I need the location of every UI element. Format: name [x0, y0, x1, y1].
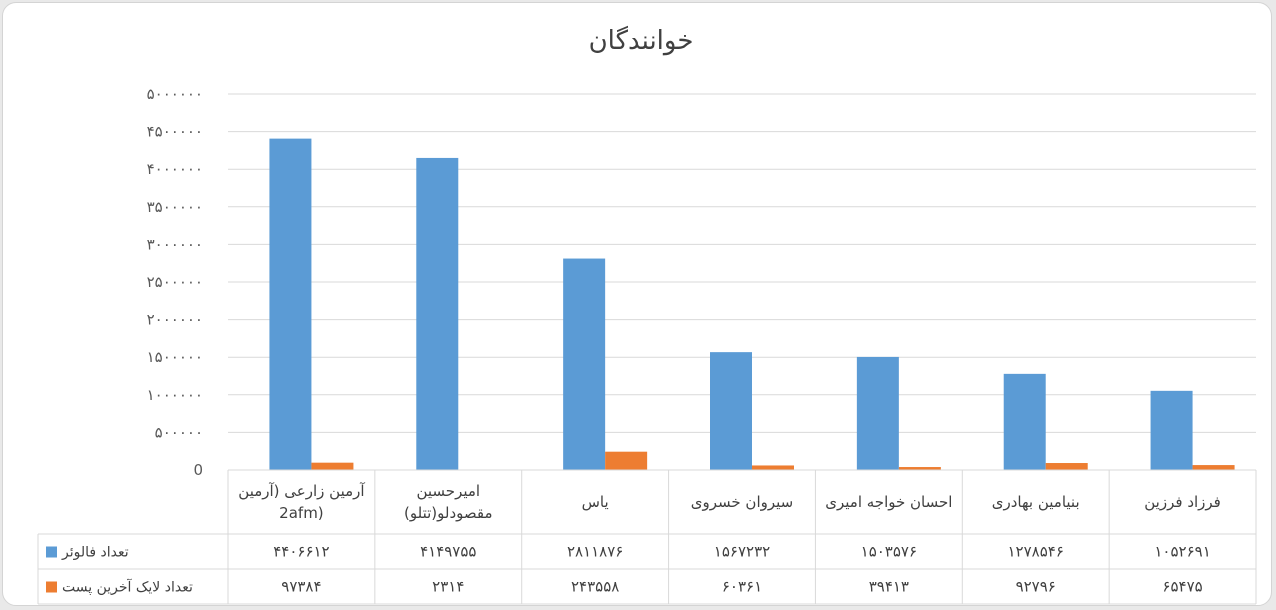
- category-label: احسان خواجه امیری: [825, 493, 952, 511]
- category-label: بنیامین بهادری: [992, 493, 1080, 511]
- data-table-value: ۴۱۴۹۷۵۵: [420, 543, 476, 561]
- data-table-value: ۲۴۳۵۵۸: [571, 578, 619, 596]
- category-label: فرزاد فرزین: [1144, 493, 1221, 511]
- y-tick-label: ۴۵۰۰۰۰۰: [147, 123, 203, 141]
- data-table-value: ۴۴۰۶۶۱۲: [273, 543, 329, 561]
- category-label: آرمین زارعی (آرمین: [238, 482, 365, 500]
- y-tick-label: ۵۰۰۰۰۰۰: [147, 85, 203, 103]
- chart-svg: خوانندگان 0 ۵۰۰۰۰۰ ۱۰۰۰۰۰۰ ۱۵۰۰۰۰۰ ۲۰۰۰۰۰۰ ۲۵…: [37, 25, 1257, 605]
- y-tick-label: ۲۰۰۰۰۰۰: [147, 311, 203, 329]
- legend-swatch: [46, 546, 57, 558]
- y-axis-ticks: 0 ۵۰۰۰۰۰ ۱۰۰۰۰۰۰ ۱۵۰۰۰۰۰ ۲۰۰۰۰۰۰ ۲۵۰۰۰۰۰ ۳۰۰۰۰…: [147, 85, 203, 479]
- legend-swatch: [46, 581, 57, 593]
- bar: [856, 356, 899, 470]
- bars: [269, 138, 1235, 471]
- y-tick-label: ۱۵۰۰۰۰۰: [147, 348, 203, 366]
- data-table-value: ۶۵۴۷۵: [1162, 578, 1202, 596]
- bar: [710, 352, 752, 470]
- category-label: سیروان خسروی: [691, 493, 793, 511]
- data-table-value: ۶۰۳۶۱: [722, 578, 762, 596]
- gridlines: [228, 93, 1256, 433]
- bar: [605, 451, 648, 470]
- bar: [563, 258, 606, 470]
- bar: [1045, 463, 1088, 470]
- data-table: آرمین زارعی (آرمین 2afm) امیرحسین مقصودلو(ت…: [37, 469, 1257, 605]
- y-tick-label: ۵۰۰۰۰۰: [155, 423, 203, 441]
- data-table-value: ۲۸۱۱۸۷۶: [567, 543, 623, 561]
- bar: [752, 465, 794, 470]
- data-table-value: ۲۳۱۴: [432, 578, 464, 596]
- y-tick-label: 0: [193, 461, 203, 479]
- bar: [269, 138, 312, 470]
- data-table-value: ۳۹۴۱۳: [869, 578, 909, 596]
- data-table-value: ۱۵۶۷۲۳۲: [714, 543, 770, 561]
- bar: [898, 467, 941, 470]
- category-label: 2afm): [279, 504, 323, 522]
- y-tick-label: ۱۰۰۰۰۰۰: [147, 386, 203, 404]
- chart-title: خوانندگان: [589, 25, 694, 56]
- data-table-value: ۱۵۰۳۵۷۶: [861, 543, 917, 561]
- bar: [311, 462, 354, 470]
- bar: [416, 157, 459, 471]
- y-tick-label: ۳۰۰۰۰۰۰: [147, 235, 203, 253]
- category-label: یاس: [582, 493, 609, 511]
- data-table-value: ۹۷۳۸۴: [281, 578, 321, 596]
- data-table-value: ۱۰۵۲۶۹۱: [1154, 543, 1210, 561]
- data-table-value: ۱۲۷۸۵۴۶: [1008, 543, 1064, 561]
- y-tick-label: ۲۵۰۰۰۰۰: [147, 273, 203, 291]
- y-tick-label: ۳۵۰۰۰۰۰: [147, 198, 203, 216]
- category-label: مقصودلو(تتلو): [404, 504, 493, 522]
- legend-label: تعداد فالوئر: [61, 545, 129, 561]
- bar: [1003, 373, 1046, 470]
- bar: [1192, 465, 1235, 470]
- y-tick-label: ۴۰۰۰۰۰۰: [147, 160, 203, 178]
- data-table-value: ۹۲۷۹۶: [1016, 578, 1056, 596]
- category-label: امیرحسین: [416, 482, 480, 500]
- bar: [1150, 390, 1193, 470]
- legend-label: تعداد لایک آخرین پست: [62, 579, 193, 596]
